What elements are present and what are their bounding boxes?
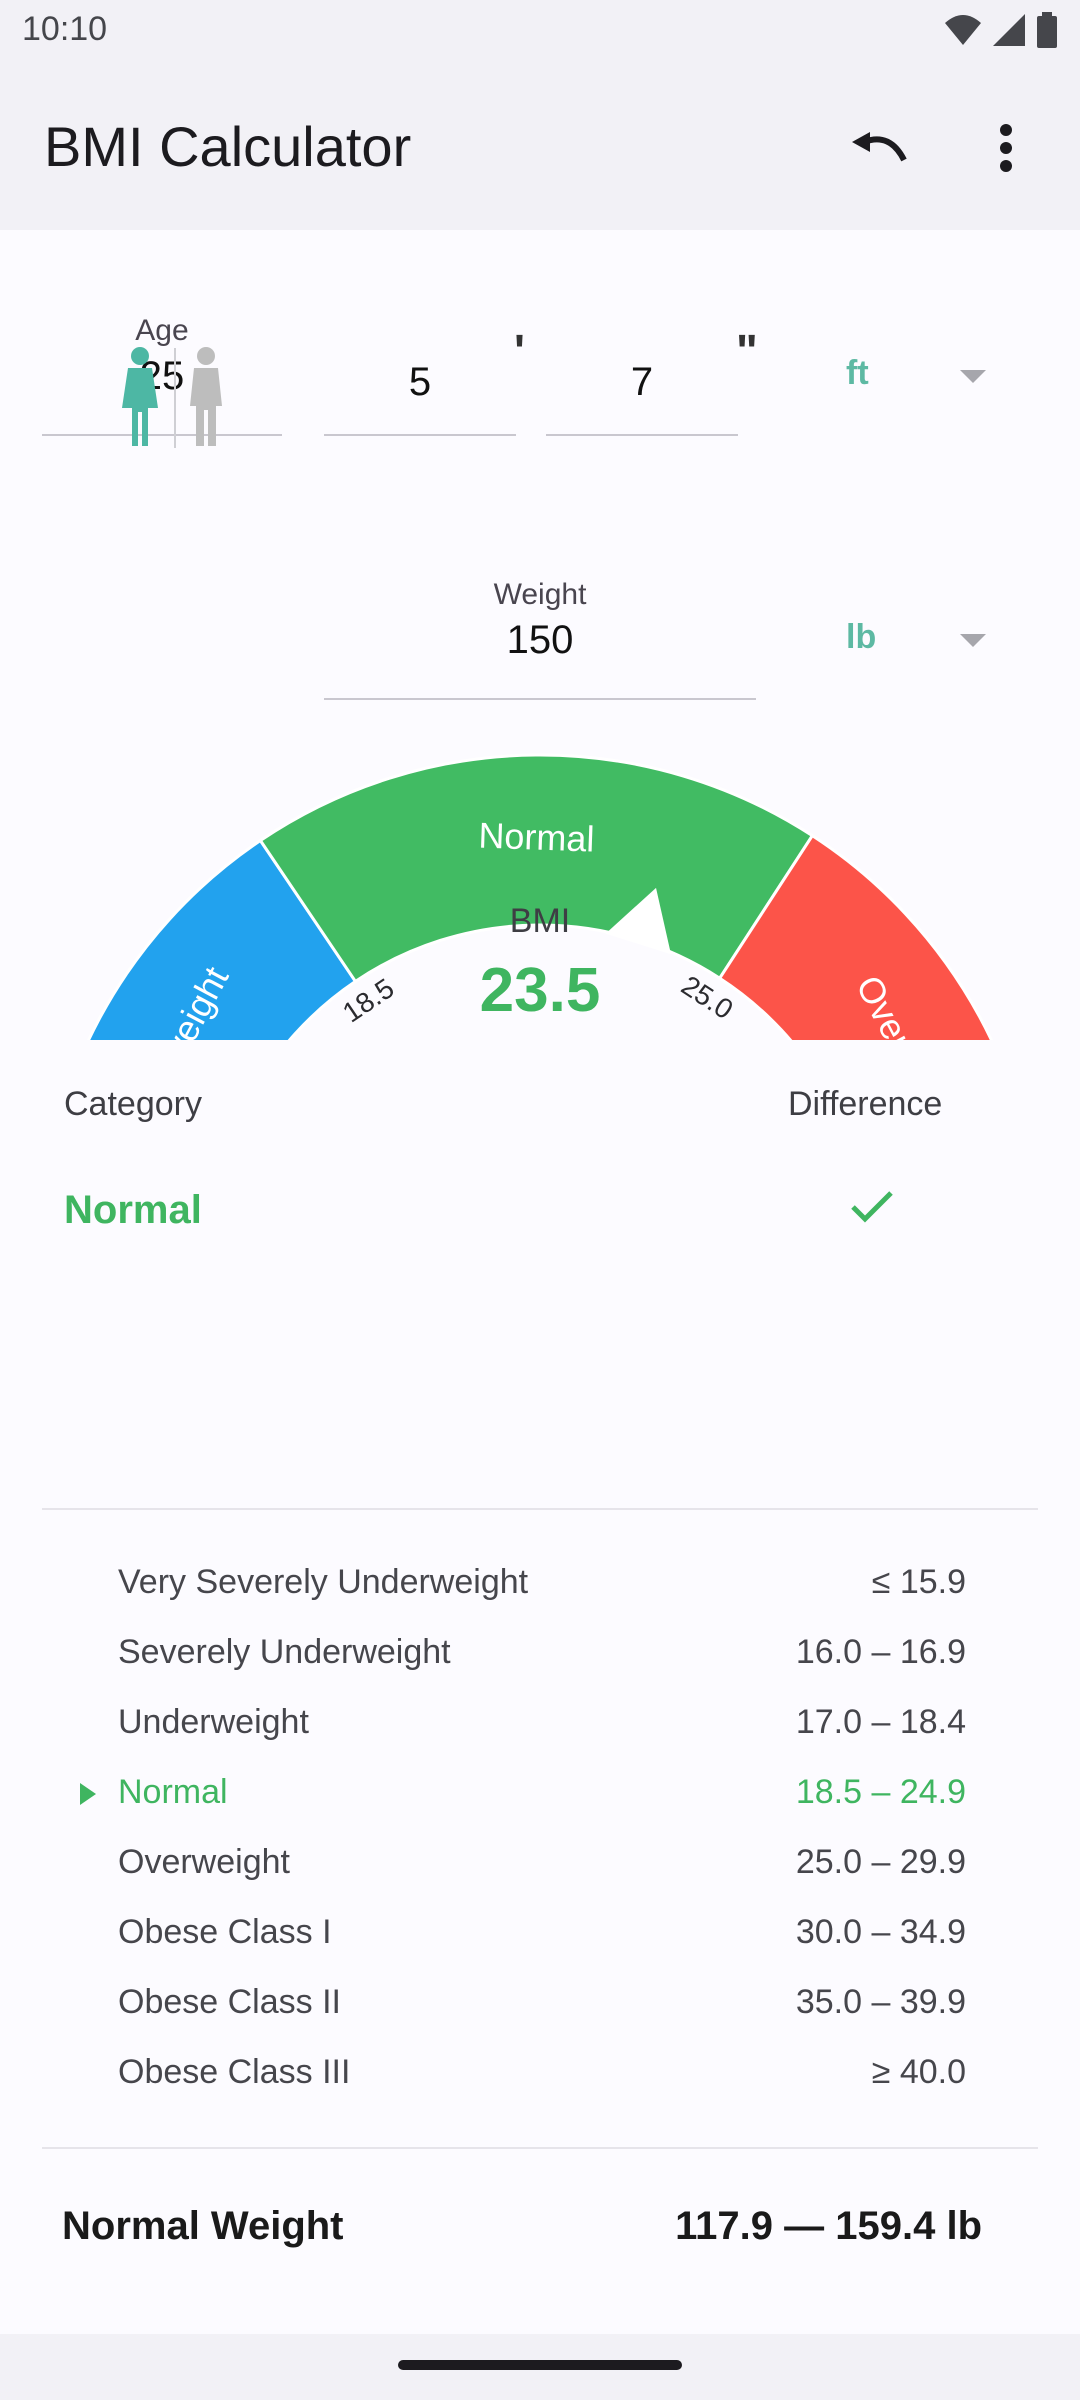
- status-icons: [944, 12, 1058, 48]
- chevron-down-icon: [960, 370, 986, 383]
- content-area: [0, 230, 1080, 2334]
- gauge-label-normal: Normal: [478, 815, 595, 860]
- height-unit-value: ft: [846, 354, 869, 392]
- weight-label: Weight: [493, 578, 587, 611]
- current-category: Normal: [64, 1188, 202, 1232]
- undo-icon: [852, 132, 907, 162]
- male-icon[interactable]: [190, 347, 222, 446]
- range-name: Obese Class III: [118, 2053, 351, 2091]
- range-name: Obese Class I: [118, 1913, 332, 1951]
- female-icon[interactable]: [122, 347, 158, 446]
- check-icon: [851, 1191, 893, 1223]
- weight-field[interactable]: Weight 150: [324, 576, 756, 700]
- range-name: Overweight: [118, 1843, 290, 1881]
- navigation-bar: [0, 2334, 1080, 2400]
- range-value: 17.0 – 18.4: [795, 1703, 966, 1741]
- height-feet-field[interactable]: 5: [324, 312, 516, 436]
- inches-mark: ": [736, 325, 758, 377]
- range-value: 25.0 – 29.9: [795, 1843, 966, 1881]
- range-name: Underweight: [118, 1703, 309, 1741]
- app-title: BMI Calculator: [44, 115, 412, 178]
- range-value: ≥ 40.0: [871, 2053, 966, 2091]
- range-row: Overweight 25.0 – 29.9: [0, 1829, 1080, 1899]
- divider: [42, 2147, 1038, 2149]
- status-time: 10:10: [22, 10, 108, 48]
- range-value: 35.0 – 39.9: [795, 1983, 966, 2021]
- normal-weight-label: Normal Weight: [62, 2204, 344, 2248]
- weight-value: 150: [506, 618, 574, 662]
- range-name: Obese Class II: [118, 1983, 341, 2021]
- weight-unit-dropdown[interactable]: lb: [820, 604, 1000, 674]
- divider: [42, 1508, 1038, 1510]
- current-range-marker-icon: [80, 1783, 96, 1805]
- gender-icons: [122, 347, 222, 448]
- signal-icon: [993, 14, 1025, 46]
- range-name: Severely Underweight: [118, 1633, 451, 1671]
- wifi-icon: [945, 15, 981, 45]
- range-row: Very Severely Underweight ≤ 15.9: [0, 1549, 1080, 1619]
- undo-button[interactable]: [838, 106, 922, 190]
- height-inches-value: 7: [630, 360, 654, 404]
- more-vert-icon: [1000, 124, 1012, 172]
- bmi-value: 23.5: [479, 956, 601, 1025]
- range-row: Underweight 17.0 – 18.4: [0, 1689, 1080, 1759]
- status-bar: 10:10: [0, 0, 1080, 62]
- height-inches-field[interactable]: 7: [546, 312, 738, 436]
- range-value: ≤ 15.9: [871, 1563, 966, 1601]
- category-header: Category: [64, 1085, 202, 1123]
- difference-header: Difference: [788, 1085, 943, 1123]
- more-options-button[interactable]: [964, 106, 1048, 190]
- home-handle[interactable]: [398, 2360, 682, 2370]
- weight-unit-value: lb: [846, 618, 877, 656]
- range-value: 30.0 – 34.9: [795, 1913, 966, 1951]
- range-value: 18.5 – 24.9: [795, 1773, 966, 1811]
- app-bar: BMI Calculator: [0, 62, 1080, 230]
- age-field[interactable]: Age 25: [42, 312, 282, 436]
- normal-weight-value: 117.9 — 159.4 lb: [675, 2204, 982, 2248]
- range-row: Normal 18.5 – 24.9: [0, 1759, 1080, 1829]
- feet-mark: ': [514, 325, 525, 377]
- bmi-label: BMI: [509, 902, 571, 940]
- range-row: Obese Class II 35.0 – 39.9: [0, 1969, 1080, 2039]
- gauge-segment-normal: [258, 753, 815, 984]
- range-row: Severely Underweight 16.0 – 16.9: [0, 1619, 1080, 1689]
- gauge-needle-icon: [605, 887, 671, 955]
- age-label: Age: [135, 314, 189, 347]
- chevron-down-icon: [960, 634, 986, 647]
- range-name: Normal: [118, 1773, 228, 1811]
- range-row: Obese Class I 30.0 – 34.9: [0, 1899, 1080, 1969]
- battery-icon: [1037, 12, 1057, 48]
- range-value: 16.0 – 16.9: [795, 1633, 966, 1671]
- height-unit-dropdown[interactable]: ft: [820, 340, 1000, 410]
- range-row: Obese Class III ≥ 40.0: [0, 2039, 1080, 2109]
- range-name: Very Severely Underweight: [118, 1563, 529, 1601]
- height-feet-value: 5: [408, 360, 432, 404]
- gender-toggle[interactable]: [112, 346, 236, 450]
